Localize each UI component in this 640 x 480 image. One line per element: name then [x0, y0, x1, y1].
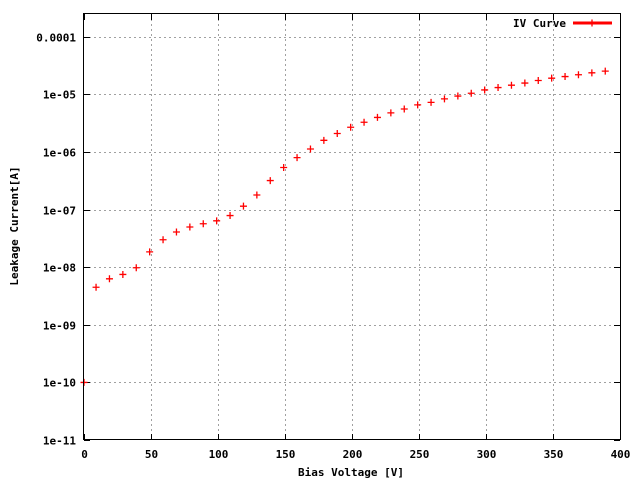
data-point	[601, 67, 609, 75]
data-point	[213, 217, 221, 225]
data-point	[146, 248, 154, 256]
data-point	[507, 81, 515, 89]
x-tick-label: 100	[209, 448, 229, 461]
data-point	[159, 236, 167, 244]
legend-label: IV Curve	[513, 17, 566, 30]
data-point	[548, 74, 556, 82]
x-tick-label: 350	[544, 448, 564, 461]
plot-frame	[83, 13, 621, 440]
x-tick-label: 400	[611, 448, 631, 461]
x-tick-label: 250	[410, 448, 430, 461]
data-point	[521, 79, 529, 87]
data-point	[132, 264, 140, 272]
y-axis-title: Leakage Current[A]	[8, 166, 21, 285]
grid-lines	[84, 14, 620, 440]
data-point	[588, 69, 596, 77]
y-tick-label: 1e-08	[43, 262, 76, 275]
data-point	[253, 191, 261, 199]
y-tick-label: 1e-10	[43, 377, 76, 390]
y-tick-label: 1e-09	[43, 320, 76, 333]
data-point	[119, 270, 127, 278]
data-point	[561, 73, 569, 81]
data-point	[414, 101, 422, 109]
data-points	[80, 67, 609, 386]
data-point	[226, 212, 234, 220]
x-tick-labels: 0 50 100 150 200 250 300 350 400	[81, 448, 630, 461]
data-point	[105, 275, 113, 283]
data-point	[306, 145, 314, 153]
data-point	[481, 86, 489, 94]
data-point	[467, 89, 475, 97]
data-point	[347, 123, 355, 131]
data-point	[440, 95, 448, 103]
y-tick-label: 1e-05	[43, 89, 76, 102]
x-tick-label: 200	[343, 448, 363, 461]
data-point	[172, 228, 180, 236]
data-point	[400, 105, 408, 113]
data-point	[427, 98, 435, 106]
x-tick-label: 50	[145, 448, 158, 461]
data-point	[333, 130, 341, 138]
legend: IV Curve	[513, 17, 612, 30]
y-tick-label: 1e-06	[43, 147, 76, 160]
data-point	[534, 77, 542, 85]
data-point	[92, 283, 100, 291]
data-point	[239, 202, 247, 210]
data-point	[360, 118, 368, 126]
data-point	[387, 109, 395, 117]
y-tick-labels: 1e-11 1e-10 1e-09 1e-08 1e-07 1e-06 1e-05 0.000…	[36, 32, 76, 448]
x-axis-title: Bias Voltage [V]	[298, 466, 404, 479]
data-point	[280, 163, 288, 171]
x-tick-label: 150	[276, 448, 296, 461]
axis-ticks	[84, 14, 621, 441]
data-point	[293, 154, 301, 162]
data-point	[186, 223, 194, 231]
y-tick-label: 0.0001	[36, 32, 76, 45]
legend-point-sample	[588, 19, 596, 27]
x-tick-label: 0	[81, 448, 88, 461]
data-point	[454, 92, 462, 100]
data-point	[494, 84, 502, 92]
x-tick-label: 300	[477, 448, 497, 461]
data-point	[320, 136, 328, 144]
y-tick-label: 1e-07	[43, 205, 76, 218]
y-tick-label: 1e-11	[43, 435, 76, 448]
data-point	[574, 71, 582, 79]
data-point	[373, 113, 381, 121]
data-point	[266, 177, 274, 185]
data-point	[199, 220, 207, 228]
